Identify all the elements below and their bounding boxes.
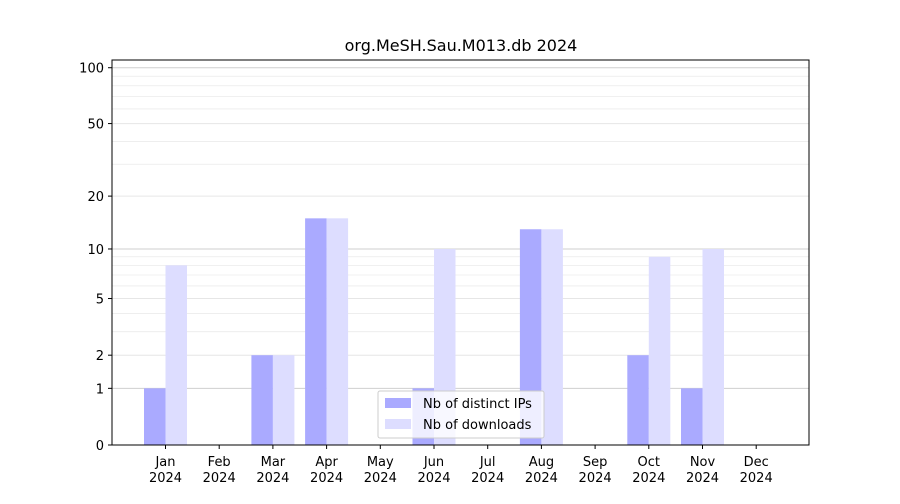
y-tick-label: 2 bbox=[96, 349, 104, 364]
legend-swatch-downloads bbox=[385, 419, 411, 429]
bar-distinct-ips bbox=[627, 355, 649, 445]
x-tick-label-month: Aug bbox=[529, 455, 554, 470]
x-tick-label-year: 2024 bbox=[417, 471, 450, 486]
legend-swatch-ips bbox=[385, 398, 411, 408]
x-axis: Jan2024Feb2024Mar2024Apr2024May2024Jun20… bbox=[149, 445, 773, 486]
x-tick-label-year: 2024 bbox=[471, 471, 504, 486]
y-tick-label: 10 bbox=[87, 243, 104, 258]
y-tick-label: 20 bbox=[87, 190, 104, 205]
x-tick-label-month: Feb bbox=[208, 455, 231, 470]
x-tick-label-month: Apr bbox=[315, 455, 338, 470]
bar-downloads bbox=[326, 218, 349, 445]
x-tick-label-year: 2024 bbox=[310, 471, 343, 486]
chart-title: org.MeSH.Sau.M013.db 2024 bbox=[345, 36, 578, 55]
x-tick-label-month: Mar bbox=[261, 455, 286, 470]
legend: Nb of distinct IPs Nb of downloads bbox=[377, 390, 545, 439]
bar-distinct-ips bbox=[681, 388, 703, 445]
x-tick-label-month: May bbox=[367, 455, 394, 470]
bar-distinct-ips bbox=[144, 388, 166, 445]
x-tick-label-month: Sep bbox=[583, 455, 608, 470]
x-tick-label-month: Nov bbox=[690, 455, 716, 470]
bar-downloads bbox=[702, 248, 724, 445]
legend-label-downloads: Nb of downloads bbox=[423, 418, 532, 433]
x-tick-label-year: 2024 bbox=[149, 471, 182, 486]
y-axis: 0 1 2 5 10 20 50 100 bbox=[79, 62, 112, 454]
x-tick-label-month: Oct bbox=[638, 455, 660, 470]
y-tick-label: 100 bbox=[79, 62, 104, 77]
x-tick-label-year: 2024 bbox=[256, 471, 289, 486]
y-tick-label: 5 bbox=[96, 293, 104, 308]
y-tick-label: 1 bbox=[96, 382, 104, 397]
x-tick-label-month: Dec bbox=[744, 455, 769, 470]
x-tick-label-year: 2024 bbox=[686, 471, 719, 486]
x-tick-label-year: 2024 bbox=[632, 471, 665, 486]
x-tick-label-month: Jan bbox=[154, 455, 175, 470]
bar-downloads bbox=[541, 229, 563, 445]
y-tick-label: 50 bbox=[87, 118, 104, 133]
bar-distinct-ips bbox=[305, 218, 327, 445]
plot-frame bbox=[111, 59, 810, 446]
legend-label-ips: Nb of distinct IPs bbox=[423, 397, 532, 412]
x-tick-label-year: 2024 bbox=[740, 471, 773, 486]
x-tick-label-year: 2024 bbox=[364, 471, 397, 486]
y-tick-label: 0 bbox=[96, 439, 104, 454]
bar-downloads bbox=[648, 256, 671, 445]
bar-downloads bbox=[272, 355, 295, 445]
x-tick-label-year: 2024 bbox=[579, 471, 612, 486]
x-tick-label-month: Jun bbox=[423, 455, 444, 470]
legend-box bbox=[377, 390, 545, 439]
x-tick-label-year: 2024 bbox=[203, 471, 236, 486]
x-tick-label-year: 2024 bbox=[525, 471, 558, 486]
bar-distinct-ips bbox=[251, 355, 273, 445]
bar-downloads bbox=[165, 265, 187, 445]
x-tick-label-month: Jul bbox=[479, 455, 496, 470]
